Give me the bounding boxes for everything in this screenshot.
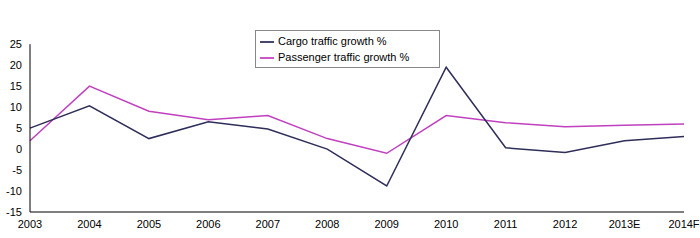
svg-text:-15: -15 [8, 206, 22, 218]
svg-text:2005: 2005 [137, 218, 161, 230]
html-text:Cargo traffic growth %: Cargo traffic growth % [278, 35, 387, 47]
svg-text:5: 5 [16, 122, 22, 134]
svg-text:2007: 2007 [256, 218, 280, 230]
svg-text:20: 20 [10, 59, 22, 71]
svg-text:2006: 2006 [196, 218, 220, 230]
svg-text:-10: -10 [8, 185, 22, 197]
svg-text:2012: 2012 [553, 218, 577, 230]
svg-text:15: 15 [10, 80, 22, 92]
svg-text:10: 10 [10, 101, 22, 113]
svg-text:0: 0 [16, 143, 22, 155]
svg-text:2003: 2003 [18, 218, 42, 230]
svg-text:2008: 2008 [315, 218, 339, 230]
svg-text:2013E: 2013E [609, 218, 641, 230]
svg-text:2009: 2009 [374, 218, 398, 230]
svg-text:-5: -5 [12, 164, 22, 176]
svg-text:25: 25 [10, 38, 22, 50]
svg-text:2010: 2010 [434, 218, 458, 230]
html-text:Passenger traffic growth %: Passenger traffic growth % [278, 51, 410, 64]
svg-text:2011: 2011 [494, 218, 518, 230]
svg-text:2004: 2004 [77, 218, 101, 230]
svg-text:2014F: 2014F [668, 218, 692, 230]
